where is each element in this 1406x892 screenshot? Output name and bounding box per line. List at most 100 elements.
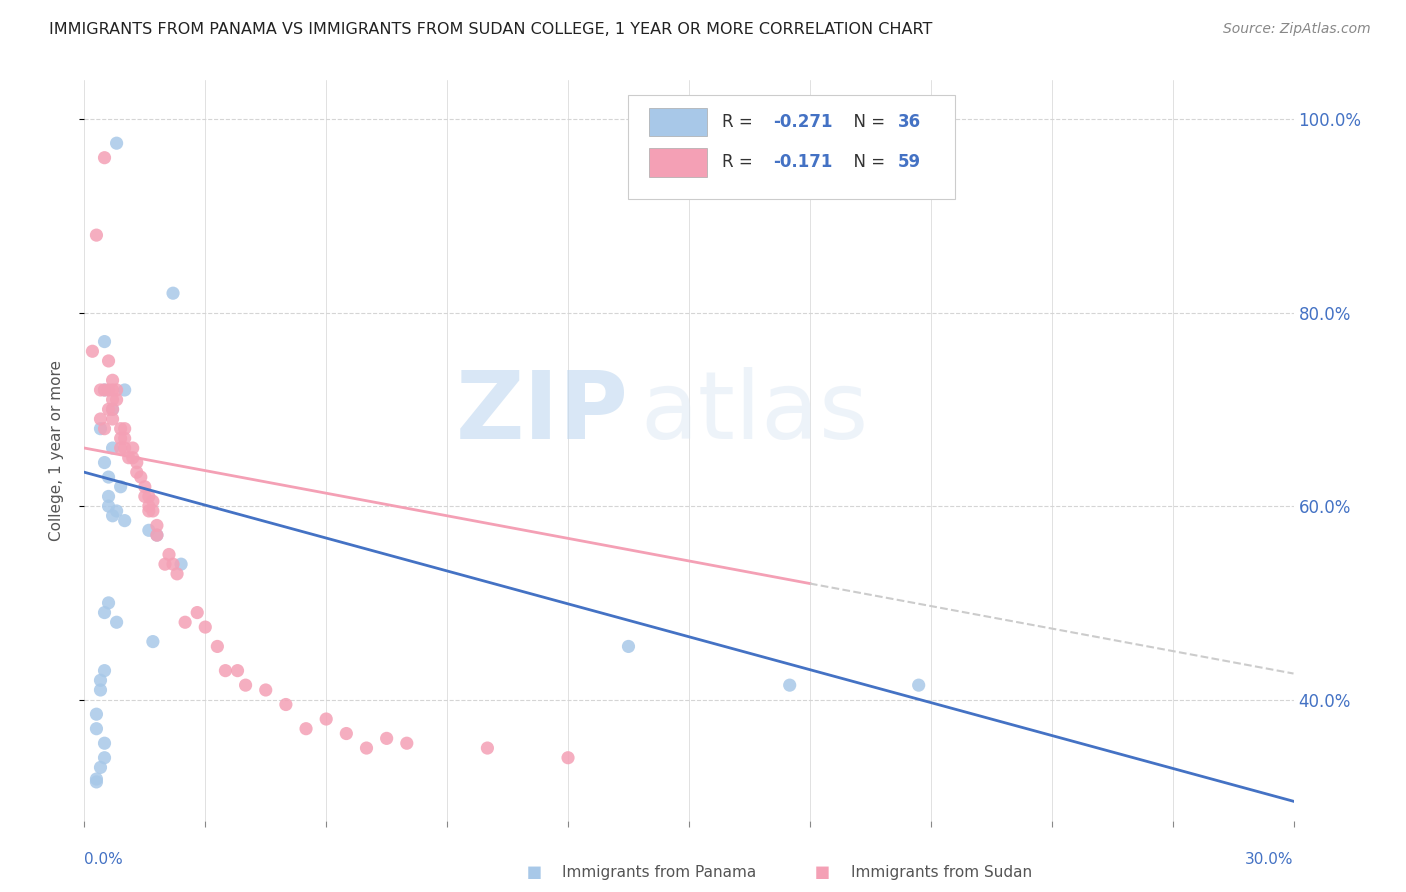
- Point: [162, 286, 184, 301]
- Point: [226, 664, 249, 678]
- Point: [86, 722, 108, 736]
- Point: [235, 678, 257, 692]
- Point: [93, 422, 115, 436]
- Text: Immigrants from Sudan: Immigrants from Sudan: [851, 865, 1032, 880]
- Point: [101, 441, 124, 455]
- Point: [97, 470, 120, 484]
- Point: [214, 664, 236, 678]
- Text: -0.271: -0.271: [773, 112, 834, 131]
- Text: -0.171: -0.171: [773, 153, 832, 171]
- Point: [146, 528, 169, 542]
- Point: [134, 490, 156, 504]
- Point: [146, 528, 169, 542]
- Point: [86, 707, 108, 722]
- Point: [101, 402, 124, 417]
- Point: [142, 504, 165, 518]
- Text: Source: ZipAtlas.com: Source: ZipAtlas.com: [1223, 22, 1371, 37]
- FancyBboxPatch shape: [628, 95, 955, 199]
- Point: [907, 678, 929, 692]
- Point: [121, 450, 143, 465]
- Point: [207, 640, 229, 654]
- Point: [101, 383, 124, 397]
- Point: [157, 548, 180, 562]
- Point: [395, 736, 418, 750]
- Point: [105, 504, 128, 518]
- Point: [153, 557, 176, 571]
- Point: [138, 499, 160, 513]
- Point: [114, 422, 136, 436]
- Point: [110, 422, 132, 436]
- Point: [170, 557, 193, 571]
- Point: [779, 678, 801, 692]
- Point: [194, 620, 217, 634]
- FancyBboxPatch shape: [650, 108, 707, 136]
- Point: [617, 640, 640, 654]
- Point: [86, 772, 108, 786]
- Point: [93, 736, 115, 750]
- Point: [93, 334, 115, 349]
- Y-axis label: College, 1 year or more: College, 1 year or more: [49, 360, 63, 541]
- Text: N =: N =: [842, 153, 890, 171]
- Point: [121, 441, 143, 455]
- Point: [89, 422, 111, 436]
- Text: 30.0%: 30.0%: [1246, 852, 1294, 867]
- Point: [125, 465, 148, 479]
- Text: Immigrants from Panama: Immigrants from Panama: [562, 865, 756, 880]
- Point: [86, 775, 108, 789]
- Point: [110, 441, 132, 455]
- Text: 0.0%: 0.0%: [84, 852, 124, 867]
- Point: [134, 480, 156, 494]
- Point: [93, 383, 115, 397]
- Point: [335, 726, 357, 740]
- Point: [93, 151, 115, 165]
- Point: [186, 606, 208, 620]
- Point: [93, 664, 115, 678]
- Text: IMMIGRANTS FROM PANAMA VS IMMIGRANTS FROM SUDAN COLLEGE, 1 YEAR OR MORE CORRELAT: IMMIGRANTS FROM PANAMA VS IMMIGRANTS FRO…: [49, 22, 932, 37]
- Point: [274, 698, 297, 712]
- Point: [254, 683, 277, 698]
- Point: [114, 514, 136, 528]
- Point: [557, 750, 579, 764]
- Point: [375, 731, 398, 746]
- Point: [118, 450, 141, 465]
- Point: [142, 494, 165, 508]
- Point: [105, 136, 128, 151]
- Text: ▪: ▪: [526, 861, 543, 884]
- Point: [101, 392, 124, 407]
- Point: [82, 344, 104, 359]
- Point: [477, 741, 499, 756]
- Text: ZIP: ZIP: [456, 368, 628, 459]
- Point: [146, 518, 169, 533]
- Point: [101, 508, 124, 523]
- Point: [93, 383, 115, 397]
- Point: [138, 524, 160, 538]
- Point: [101, 402, 124, 417]
- Point: [93, 606, 115, 620]
- Text: 36: 36: [898, 112, 921, 131]
- Point: [101, 373, 124, 387]
- Point: [93, 750, 115, 764]
- Point: [166, 566, 188, 581]
- Point: [105, 615, 128, 630]
- Point: [315, 712, 337, 726]
- Point: [356, 741, 378, 756]
- Point: [101, 412, 124, 426]
- Point: [138, 504, 160, 518]
- Text: 59: 59: [898, 153, 921, 171]
- Text: ▪: ▪: [814, 861, 831, 884]
- Point: [97, 596, 120, 610]
- Text: atlas: atlas: [641, 368, 869, 459]
- Point: [114, 431, 136, 445]
- Point: [89, 683, 111, 698]
- Point: [142, 634, 165, 648]
- Point: [89, 673, 111, 688]
- Text: R =: R =: [721, 112, 758, 131]
- Point: [114, 383, 136, 397]
- Point: [129, 470, 152, 484]
- Point: [97, 402, 120, 417]
- Point: [138, 490, 160, 504]
- Point: [110, 480, 132, 494]
- Point: [97, 499, 120, 513]
- Point: [89, 383, 111, 397]
- Text: N =: N =: [842, 112, 890, 131]
